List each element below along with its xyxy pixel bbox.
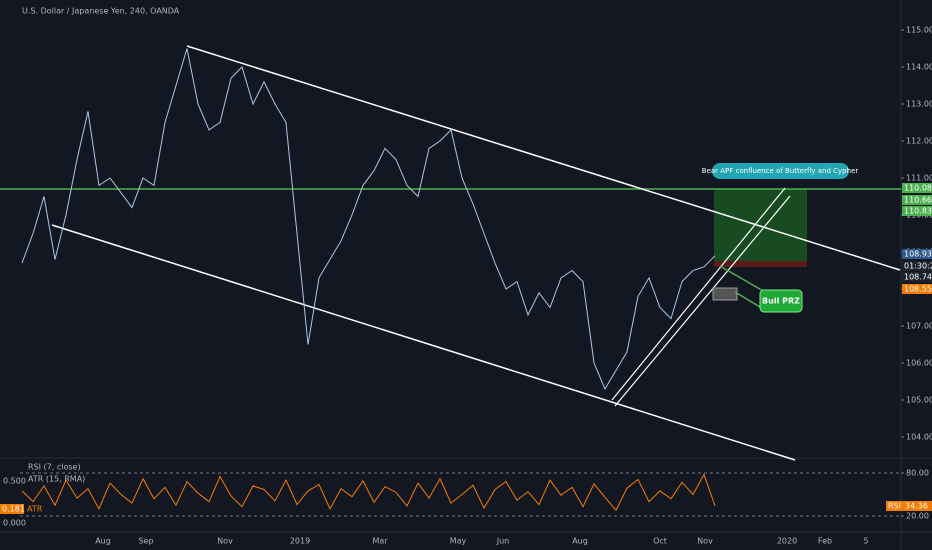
y-tick-label: 106.000: [906, 359, 932, 368]
price-tag: [902, 249, 932, 259]
y-tick-label: 20.00: [906, 512, 929, 521]
y-tick-label: 115.000: [906, 26, 932, 35]
y-tick-label: 80.00: [906, 469, 929, 478]
left-tick: 0.500: [3, 477, 26, 486]
left-tick: 0.000: [3, 519, 26, 528]
x-tick-label: Sep: [138, 537, 153, 546]
indicator-label: RSI (7, close): [28, 463, 81, 472]
price-tag: [902, 284, 932, 294]
channel-bottom: [51, 224, 796, 461]
callout-text: Bear APF confluence of Butterfly and Cyp…: [702, 167, 859, 175]
x-tick-label: May: [450, 537, 467, 546]
atr-value: 0.181: [2, 505, 25, 514]
channel-top: [186, 45, 901, 271]
x-tick-label: Mar: [372, 537, 388, 546]
x-tick-label: 2019: [290, 537, 310, 546]
atr-tag: [0, 504, 24, 514]
price-tag-text: 110.082: [904, 184, 932, 193]
rsi-tag-text: RSI: [888, 502, 901, 511]
y-tick-label: 113.000: [906, 100, 932, 109]
x-tick-label: 2020: [777, 537, 797, 546]
callout-text: Bull PRZ: [762, 297, 800, 306]
y-tick-label: 111.000: [906, 174, 932, 183]
callout: [712, 163, 849, 179]
price-tag-text: 108.744: [904, 273, 932, 282]
x-tick-label: Oct: [653, 537, 667, 546]
x-tick-label: Jun: [496, 537, 510, 546]
y-tick-label: 107.000: [906, 322, 932, 331]
y-tick-label: 104.000: [906, 433, 932, 442]
x-tick-label: Nov: [217, 537, 233, 546]
price-tag: [902, 272, 932, 282]
prz-box: [712, 287, 738, 301]
atr-tag-text: ATR: [27, 505, 43, 514]
x-tick-label: Feb: [818, 537, 832, 546]
price-line: [21, 48, 716, 391]
price-tag: [902, 183, 932, 193]
rsi-value: 34.36: [905, 502, 928, 511]
price-tag-text: 01:30:27: [904, 262, 932, 271]
x-tick-label: 5: [863, 537, 868, 546]
trend-line: [614, 195, 791, 407]
stop-box: [714, 261, 807, 267]
x-tick-label: Nov: [697, 537, 713, 546]
rsi-line: [21, 473, 716, 512]
y-tick-label: 114.000: [906, 63, 932, 72]
x-tick-label: Aug: [95, 537, 111, 546]
price-tag: [902, 261, 932, 271]
price-tag: [902, 206, 932, 216]
target-box: [714, 189, 807, 261]
trend-line: [611, 187, 786, 401]
price-tag: [902, 195, 932, 205]
price-tag-text: 108.552: [904, 285, 932, 294]
y-tick-label: 105.000: [906, 396, 932, 405]
price-tag-text: 110.834: [904, 207, 932, 216]
callout: [759, 289, 803, 313]
symbol-title: U.S. Dollar / Japanese Yen, 240, OANDA: [22, 7, 180, 16]
y-tick-label: 112.000: [906, 137, 932, 146]
price-tag-text: 110.666: [904, 196, 932, 205]
x-tick-label: Aug: [572, 537, 588, 546]
price-tag-text: 108.933: [904, 250, 932, 259]
rsi-tag: [886, 501, 932, 511]
indicator-label: ATR (15, RMA): [28, 475, 85, 484]
